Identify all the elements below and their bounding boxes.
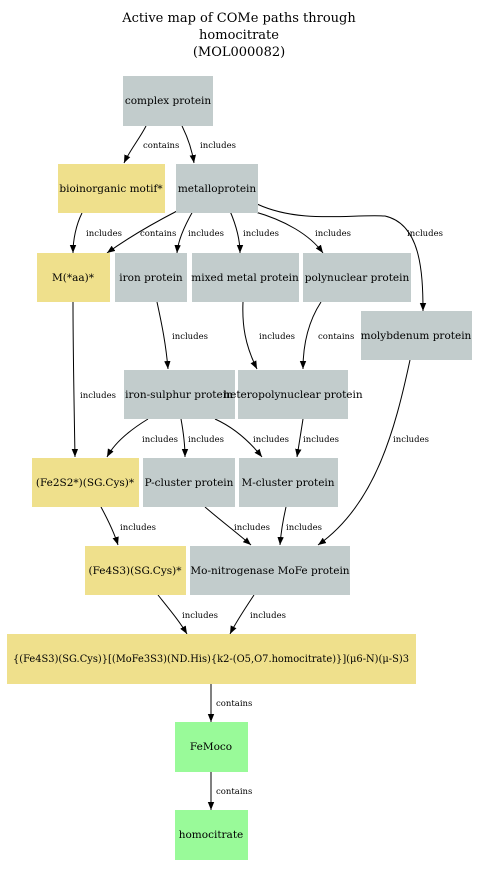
edge-label: includes xyxy=(234,523,270,533)
edge-complex-to-metalloprotein: includes xyxy=(181,125,236,164)
edge-label: includes xyxy=(188,435,224,445)
diagram-title: Active map of COMe paths through homocit… xyxy=(121,11,356,60)
node-label: Mo-nitrogenase MoFe protein xyxy=(190,565,349,577)
edge-label: includes xyxy=(172,332,208,342)
edge-label: includes xyxy=(120,523,156,533)
node-label: mixed metal protein xyxy=(191,272,299,284)
node-heteropolynuclear-protein[interactable]: heteropolynuclear protein xyxy=(223,370,363,419)
node-label: polynuclear protein xyxy=(305,272,410,284)
edge-iron-sulphur-to-fe2s2: includes xyxy=(106,418,178,458)
node-label: M-cluster protein xyxy=(241,477,334,489)
edge-label: contains xyxy=(216,787,252,797)
node-label: (Fe2S2*)(SG.Cys)* xyxy=(36,477,135,489)
node-mo-nitrogenase[interactable]: Mo-nitrogenase MoFe protein xyxy=(190,546,350,595)
edge-fe2s2-to-fe4s3: includes xyxy=(100,506,156,546)
title-line-2: homocitrate xyxy=(199,28,279,43)
edge-label: contains xyxy=(140,229,176,239)
edge-label: includes xyxy=(393,435,429,445)
edge-polynuclear-to-heteropoly: contains xyxy=(299,301,354,370)
node-label: (Fe4S3)(SG.Cys)* xyxy=(88,565,182,577)
edge-metallo-to-molybdenum: includes xyxy=(256,203,443,312)
edge-label: includes xyxy=(200,141,236,151)
edge-label: includes xyxy=(80,391,116,401)
node-mixed-metal-protein[interactable]: mixed metal protein xyxy=(191,253,299,302)
edge-layer: contains includes includes contains incl… xyxy=(69,125,443,810)
node-label: FeMoco xyxy=(190,741,232,753)
edge-maa-to-fe2s2: includes xyxy=(71,301,116,458)
node-big-motif[interactable]: {(Fe4S3)(SG.Cys)}[(MoFe3S3)(ND.His){k2-(… xyxy=(7,634,416,684)
node-bioinorganic-motif[interactable]: bioinorganic motif* xyxy=(58,164,165,213)
edge-heteropoly-to-m-cluster: includes xyxy=(295,418,339,458)
edge-label: includes xyxy=(253,435,289,445)
edge-femoco-to-homocitrate: contains xyxy=(207,772,252,810)
edge-label: includes xyxy=(303,435,339,445)
edge-iron-protein-to-iron-sulphur: includes xyxy=(156,301,208,370)
edge-metallo-to-iron-protein: includes xyxy=(174,210,224,254)
node-metalloprotein[interactable]: metalloprotein xyxy=(176,164,258,213)
edge-label: includes xyxy=(188,229,224,239)
node-layer: complex protein bioinorganic motif* meta… xyxy=(7,76,472,860)
edge-big-motif-to-femoco: contains xyxy=(207,684,252,722)
title-line-3: (MOL000082) xyxy=(193,45,285,60)
edge-label: includes xyxy=(182,611,218,621)
edge-bioinorganic-to-maa: includes xyxy=(69,212,122,254)
edge-p-cluster-to-mo-nitrogenase: includes xyxy=(204,506,270,546)
edge-label: contains xyxy=(143,141,179,151)
title-line-1: Active map of COMe paths through xyxy=(121,11,356,26)
edge-label: includes xyxy=(86,229,122,239)
edge-metallo-to-mixed-metal: includes xyxy=(229,210,279,254)
node-polynuclear-protein[interactable]: polynuclear protein xyxy=(303,253,411,302)
edge-label: includes xyxy=(286,523,322,533)
edge-complex-to-bioinorganic: contains xyxy=(123,125,179,164)
edge-label: contains xyxy=(216,699,252,709)
node-homocitrate[interactable]: homocitrate xyxy=(175,810,248,860)
edge-molybdenum-to-mo-nitrogenase: includes xyxy=(317,359,429,546)
edge-fe4s3-to-big-motif: includes xyxy=(157,594,218,635)
edge-metallo-to-maa: contains xyxy=(106,210,178,254)
node-label: P-cluster protein xyxy=(145,477,234,489)
edge-label: includes xyxy=(250,611,286,621)
node-fe4s3[interactable]: (Fe4S3)(SG.Cys)* xyxy=(85,546,186,595)
node-label: heteropolynuclear protein xyxy=(223,389,363,401)
node-m-aa[interactable]: M(*aa)* xyxy=(37,253,110,302)
node-label: complex protein xyxy=(125,95,212,107)
node-label: molybdenum protein xyxy=(361,330,472,342)
edge-label: includes xyxy=(259,332,295,342)
node-label: metalloprotein xyxy=(178,183,257,195)
edge-iron-sulphur-to-m-cluster: includes xyxy=(214,418,289,458)
edge-label: contains xyxy=(318,332,354,342)
edge-label: includes xyxy=(142,435,178,445)
edge-metallo-to-polynuclear: includes xyxy=(251,210,351,254)
node-label: M(*aa)* xyxy=(52,272,95,284)
node-label: {(Fe4S3)(SG.Cys)}[(MoFe3S3)(ND.His){k2-(… xyxy=(13,653,409,665)
edge-mixed-metal-to-heteropoly: includes xyxy=(242,301,295,370)
node-p-cluster-protein[interactable]: P-cluster protein xyxy=(143,458,235,507)
node-iron-protein[interactable]: iron protein xyxy=(115,253,187,302)
node-fe2s2[interactable]: (Fe2S2*)(SG.Cys)* xyxy=(32,458,139,507)
edge-m-cluster-to-mo-nitrogenase: includes xyxy=(277,506,322,546)
node-complex-protein[interactable]: complex protein xyxy=(123,76,213,126)
node-femoco[interactable]: FeMoco xyxy=(175,722,248,772)
node-molybdenum-protein[interactable]: molybdenum protein xyxy=(361,311,472,360)
node-label: homocitrate xyxy=(179,829,244,841)
node-label: iron-sulphur protein xyxy=(125,389,233,401)
node-m-cluster-protein[interactable]: M-cluster protein xyxy=(239,458,338,507)
node-iron-sulphur-protein[interactable]: iron-sulphur protein xyxy=(124,370,235,419)
edge-mo-nitrogenase-to-big-motif: includes xyxy=(229,594,286,635)
edge-iron-sulphur-to-p-cluster: includes xyxy=(180,418,224,458)
node-label: iron protein xyxy=(119,272,183,284)
node-label: bioinorganic motif* xyxy=(59,183,163,195)
edge-label: includes xyxy=(243,229,279,239)
edge-label: includes xyxy=(315,229,351,239)
edge-label: includes xyxy=(407,229,443,239)
